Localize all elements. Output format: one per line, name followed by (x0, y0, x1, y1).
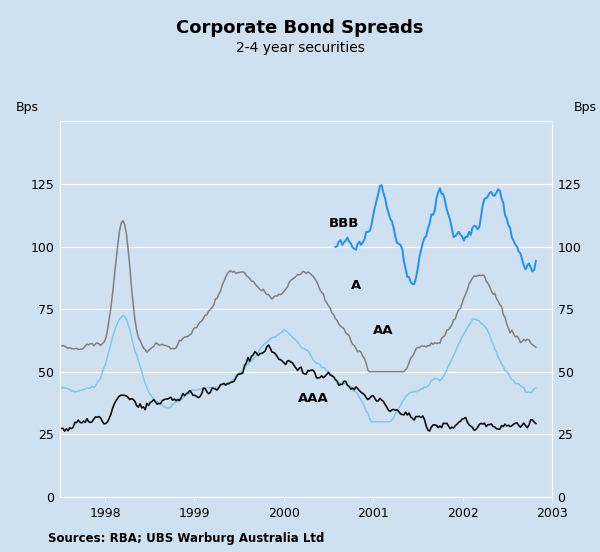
Text: Bps: Bps (16, 101, 39, 114)
Text: AAA: AAA (298, 392, 329, 405)
Text: Sources: RBA; UBS Warburg Australia Ltd: Sources: RBA; UBS Warburg Australia Ltd (48, 532, 325, 545)
Text: 2-4 year securities: 2-4 year securities (236, 41, 364, 55)
Text: BBB: BBB (328, 216, 359, 230)
Text: AA: AA (373, 324, 394, 337)
Text: Corporate Bond Spreads: Corporate Bond Spreads (176, 19, 424, 38)
Text: A: A (351, 279, 361, 292)
Text: Bps: Bps (573, 101, 596, 114)
